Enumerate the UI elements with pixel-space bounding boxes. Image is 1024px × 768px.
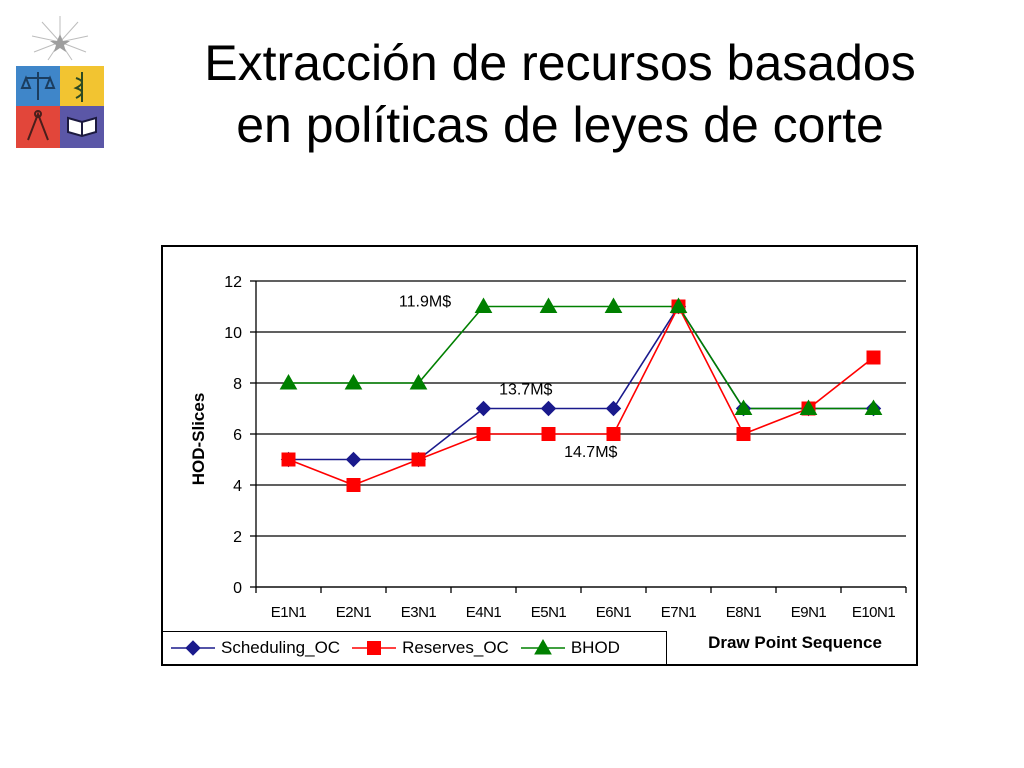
data-point-bhod: [604, 297, 623, 313]
x-tick-label: E2N1: [336, 604, 372, 621]
title-line-2: en políticas de leyes de corte: [236, 97, 884, 153]
star-icon: [50, 34, 70, 52]
annotation-label: 13.7M$: [499, 381, 552, 398]
data-point-bhod: [539, 297, 558, 313]
data-point-scheduling-oc: [475, 400, 492, 417]
y-tick-label: 0: [233, 580, 242, 597]
legend-label: Reserves_OC: [402, 638, 509, 657]
scales-icon: [20, 72, 56, 100]
data-point-reserves-oc: [346, 478, 361, 492]
chart-frame: 0 2 4 6 8 10 12 E1N1 E2N1 E3N1 E4N1 E5N1 E6N1 E7N1 E8N…: [161, 245, 918, 666]
x-axis-title: Draw Point Sequence: [708, 633, 882, 652]
legend-label: Scheduling_OC: [221, 638, 341, 657]
x-tick-label: E10N1: [852, 604, 896, 621]
data-point-bhod: [864, 399, 883, 415]
legend-marker-icon: [533, 639, 552, 655]
y-tick-label: 4: [233, 478, 242, 495]
data-point-bhod: [734, 399, 753, 415]
x-tick-label: E6N1: [596, 604, 632, 621]
data-point-reserves-oc: [541, 427, 556, 441]
legend-swatch: [520, 639, 565, 655]
legend-swatch: [171, 640, 215, 656]
data-point-bhod: [799, 399, 818, 415]
annotation-label: 14.7M$: [564, 444, 617, 461]
y-tick-label: 8: [233, 376, 242, 393]
legend-item: Scheduling_OC: [169, 638, 340, 658]
legend-item: Reserves_OC: [350, 638, 509, 658]
data-point-reserves-oc: [281, 452, 296, 467]
x-tick-label: E1N1: [271, 604, 307, 621]
compass-icon: [27, 110, 49, 141]
data-point-bhod: [279, 373, 298, 390]
legend-marker-icon: [367, 641, 382, 655]
line-chart: 0 2 4 6 8 10 12 E1N1 E2N1 E3N1 E4N1 E5N1 E6N1 E7N1 E8N…: [189, 274, 907, 652]
data-point-bhod: [344, 373, 363, 390]
data-point-scheduling-oc: [605, 400, 622, 417]
y-tick-label: 10: [224, 325, 242, 342]
data-point-bhod: [474, 297, 493, 313]
data-point-reserves-oc: [476, 427, 491, 441]
legend-label: BHOD: [570, 638, 620, 657]
y-tick-label: 12: [224, 274, 242, 291]
data-point-reserves-oc: [866, 350, 881, 365]
x-tick-label: E5N1: [531, 604, 567, 621]
series-line-reserves-oc: [288, 304, 874, 486]
x-tick-label: E7N1: [661, 604, 697, 621]
legend-swatch: [352, 641, 397, 655]
slide-title: Extracción de recursos basados en políti…: [130, 32, 990, 156]
x-tick-label: E9N1: [791, 604, 827, 621]
book-icon: [67, 116, 97, 138]
caduceus-icon: [73, 72, 83, 102]
legend-marker-icon: [185, 640, 201, 656]
legend-item: BHOD: [519, 638, 620, 658]
data-point-reserves-oc: [606, 427, 621, 441]
y-axis-title: HOD-Slices: [189, 393, 208, 486]
data-point-bhod: [409, 373, 428, 390]
data-point-reserves-oc: [411, 452, 426, 467]
data-point-reserves-oc: [736, 427, 751, 441]
series-line-bhod: [288, 305, 874, 410]
annotation-label: 11.9M$: [399, 294, 451, 311]
x-tick-label: E8N1: [726, 604, 762, 621]
x-tick-label: E4N1: [466, 604, 502, 621]
data-point-scheduling-oc: [345, 451, 362, 468]
data-point-bhod: [669, 297, 688, 313]
y-tick-label: 2: [233, 529, 242, 546]
title-line-1: Extracción de recursos basados: [204, 35, 916, 91]
chart-legend: Scheduling_OC Reserves_OC BHOD: [163, 631, 667, 664]
x-tick-label: E3N1: [401, 604, 437, 621]
data-point-scheduling-oc: [540, 400, 557, 417]
y-tick-label: 6: [233, 427, 242, 444]
university-crest-logo: [16, 16, 104, 148]
